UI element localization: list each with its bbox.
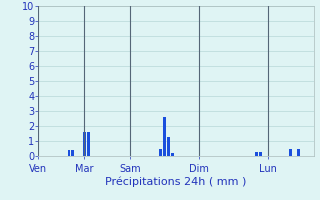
Bar <box>297 148 300 156</box>
Bar <box>68 150 70 156</box>
Bar <box>163 117 166 156</box>
Bar <box>167 137 170 156</box>
X-axis label: Précipitations 24h ( mm ): Précipitations 24h ( mm ) <box>105 176 247 187</box>
Bar <box>159 148 162 156</box>
Bar <box>259 152 261 156</box>
Bar <box>171 153 174 156</box>
Bar <box>289 148 292 156</box>
Bar <box>87 132 90 156</box>
Bar <box>255 152 258 156</box>
Bar <box>83 132 86 156</box>
Bar <box>71 150 74 156</box>
